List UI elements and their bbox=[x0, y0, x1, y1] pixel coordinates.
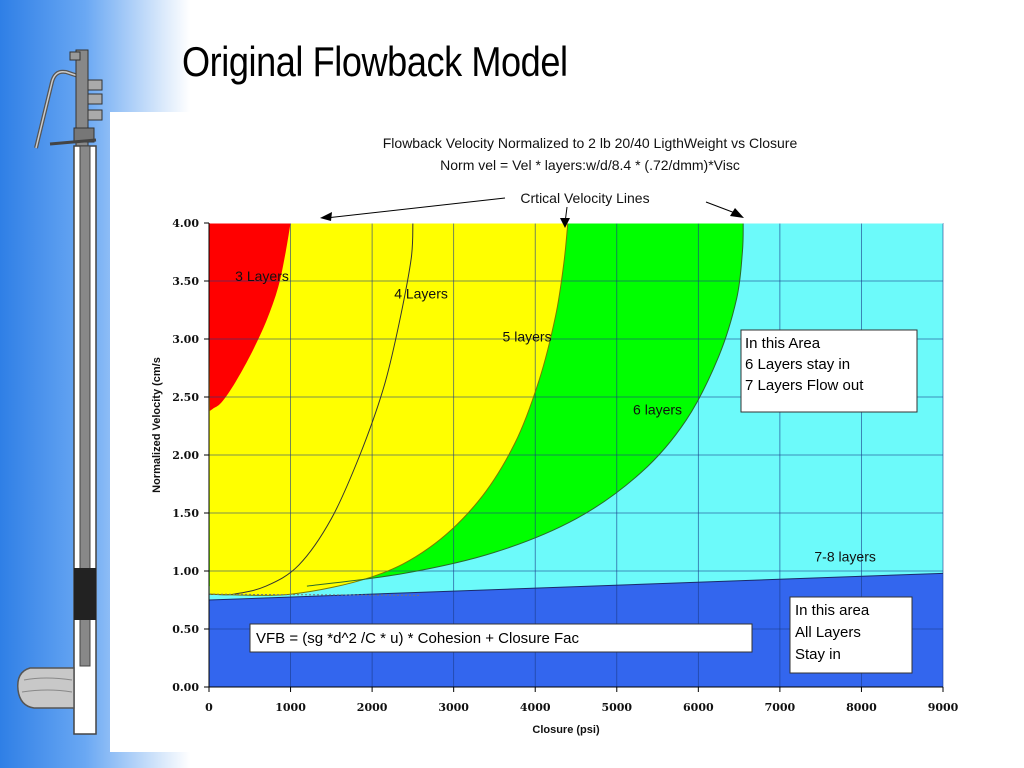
info-box-upper-line: 6 Layers stay in bbox=[745, 356, 850, 373]
x-tick-label: 2000 bbox=[357, 701, 388, 714]
region-label-6-layers: 6 layers bbox=[633, 401, 682, 417]
critical-arrow-right bbox=[705, 201, 736, 214]
info-box-upper-line: In this Area bbox=[745, 335, 821, 352]
y-tick-label: 1.00 bbox=[172, 565, 199, 578]
x-tick-label: 9000 bbox=[928, 701, 959, 714]
x-tick-label: 6000 bbox=[683, 701, 714, 714]
y-tick-label: 4.00 bbox=[172, 217, 199, 230]
wellhead-icon bbox=[34, 49, 103, 151]
info-box-lower-line: All Layers bbox=[795, 624, 861, 641]
slide-title: Original Flowback Model bbox=[182, 38, 568, 85]
casing-icon bbox=[73, 145, 97, 735]
info-box-lower-line: Stay in bbox=[795, 646, 841, 663]
fracture-icon bbox=[17, 667, 75, 709]
critical-arrowhead-middle bbox=[560, 218, 570, 228]
y-tick-label: 2.00 bbox=[172, 449, 199, 462]
x-tick-label: 1000 bbox=[275, 701, 306, 714]
chart-subtitle: Norm vel = Vel * layers:w/d/8.4 * (.72/d… bbox=[440, 157, 740, 173]
critical-velocity-label: Crtical Velocity Lines bbox=[520, 190, 649, 206]
critical-arrowhead-left bbox=[320, 212, 332, 221]
region-label-7-8-layers: 7-8 layers bbox=[814, 549, 875, 565]
wellbore-illustration bbox=[17, 49, 103, 735]
series-line-7-8-layers bbox=[208, 572, 944, 601]
x-tick-label: 0 bbox=[205, 701, 213, 714]
formula-text: VFB = (sg *d^2 /C * u) * Cohesion + Clos… bbox=[256, 630, 580, 647]
y-axis-label: Normalized Velocity (cm/s bbox=[151, 357, 163, 493]
formula-box bbox=[249, 623, 753, 653]
y-tick-label: 2.50 bbox=[172, 391, 199, 404]
x-tick-label: 4000 bbox=[520, 701, 551, 714]
critical-arrow-left bbox=[325, 197, 506, 219]
y-tick-label: 3.00 bbox=[172, 333, 199, 346]
series-line-6-layers bbox=[306, 222, 744, 587]
y-tick-label: 1.50 bbox=[172, 507, 199, 520]
info-box-lower-line: In this area bbox=[795, 602, 870, 619]
flowback-chart: 0 1000 2000 3000 4000 5000 6000 7000 8000 9000 0.0… bbox=[151, 135, 959, 736]
x-axis-label: Closure (psi) bbox=[532, 724, 600, 736]
red-region bbox=[209, 223, 291, 411]
series-line-4-layers bbox=[209, 222, 414, 596]
x-tick-label: 7000 bbox=[765, 701, 796, 714]
region-label-4-layers: 4 Layers bbox=[394, 285, 448, 301]
y-tick-label: 3.50 bbox=[172, 275, 199, 288]
series-line-5-layers bbox=[209, 222, 569, 596]
info-box-lower bbox=[789, 596, 913, 674]
chart-title: Flowback Velocity Normalized to 2 lb 20/… bbox=[383, 135, 798, 151]
yellow-region bbox=[209, 223, 568, 596]
region-label-5-layers: 5 layers bbox=[503, 328, 552, 344]
info-box-upper bbox=[740, 329, 918, 413]
x-tick-label: 8000 bbox=[846, 701, 877, 714]
chart-panel: 0 1000 2000 3000 4000 5000 6000 7000 8000 9000 0.0… bbox=[110, 112, 1024, 752]
chart-labels: Flowback Velocity Normalized to 2 lb 20/… bbox=[235, 135, 918, 674]
y-tick-label: 0.00 bbox=[172, 681, 199, 694]
chart-axes: 0 1000 2000 3000 4000 5000 6000 7000 8000 9000 0.0… bbox=[151, 217, 959, 736]
chart-grid bbox=[208, 222, 944, 687]
critical-dotted-line bbox=[208, 593, 422, 596]
x-tick-label: 5000 bbox=[601, 701, 632, 714]
info-box-upper-line: 7 Layers Flow out bbox=[745, 377, 864, 394]
region-label-3-layers: 3 Layers bbox=[235, 268, 289, 284]
critical-arrowhead-right bbox=[730, 208, 744, 218]
y-tick-label: 0.50 bbox=[172, 623, 199, 636]
x-tick-label: 3000 bbox=[438, 701, 469, 714]
